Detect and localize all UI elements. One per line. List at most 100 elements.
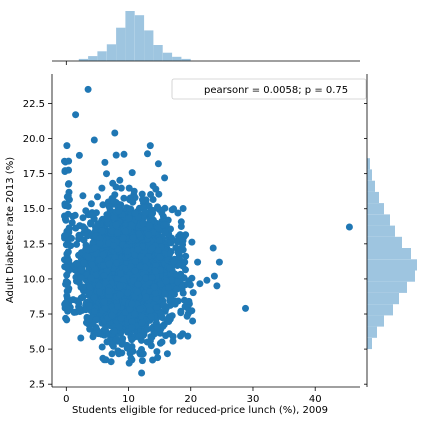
outlier-point — [107, 358, 115, 366]
x-tick-label: 30 — [247, 394, 260, 405]
data-point — [99, 262, 107, 269]
data-point — [141, 208, 149, 216]
data-point — [174, 209, 182, 217]
data-point — [119, 335, 127, 343]
data-point — [116, 323, 123, 331]
data-point — [139, 196, 147, 204]
data-point — [117, 270, 124, 278]
marginal-y-bar — [367, 225, 395, 237]
outlier-point — [101, 158, 109, 166]
data-point — [134, 246, 142, 254]
data-point — [152, 294, 160, 302]
data-point — [170, 257, 178, 265]
marginal-x-bar — [153, 45, 163, 61]
data-point — [72, 273, 80, 281]
data-point — [182, 252, 190, 260]
marginal-y-bar — [367, 191, 379, 204]
outlier-point — [62, 299, 70, 307]
data-point — [161, 228, 169, 236]
data-point — [88, 211, 96, 219]
data-point — [131, 267, 139, 275]
data-point — [128, 323, 136, 331]
data-point — [188, 238, 196, 246]
data-point — [188, 274, 196, 282]
data-point — [115, 207, 123, 215]
data-point — [108, 311, 116, 319]
data-point — [112, 221, 120, 229]
data-point — [103, 215, 111, 223]
data-point — [73, 259, 81, 267]
data-point — [174, 278, 181, 286]
legend-box — [171, 78, 367, 100]
data-point — [125, 184, 133, 192]
data-point — [131, 209, 139, 217]
data-point — [71, 211, 79, 219]
data-point — [128, 318, 136, 326]
y-axis-ticks: 2.5 5.0 7.5 10.0 12.5 15.0 17.5 20.0 22.5 — [23, 99, 52, 391]
data-point — [123, 341, 131, 349]
marginal-y-bar — [367, 248, 411, 260]
data-point — [124, 289, 132, 297]
marginal-y-histogram — [364, 103, 417, 385]
data-point — [136, 262, 144, 270]
marginal-x-bar — [134, 15, 145, 61]
marginal-y-bar — [367, 214, 390, 226]
data-point — [105, 260, 113, 268]
data-point — [84, 253, 92, 261]
data-point — [163, 350, 171, 358]
data-point — [64, 180, 72, 188]
outlier-point — [63, 142, 71, 150]
outlier-point — [111, 129, 119, 137]
data-point — [73, 240, 81, 248]
data-point — [98, 184, 106, 192]
data-point — [79, 214, 87, 222]
data-point — [130, 187, 138, 195]
data-point — [143, 338, 151, 346]
y-tick-label: 10.0 — [23, 274, 45, 285]
outlier-point — [84, 85, 92, 93]
data-point — [189, 289, 197, 297]
data-point — [86, 325, 94, 333]
data-point — [100, 298, 108, 306]
data-point — [142, 274, 150, 282]
data-point — [63, 292, 71, 300]
data-point — [138, 190, 146, 198]
data-point — [79, 293, 87, 301]
data-point — [65, 166, 72, 174]
data-point — [128, 169, 136, 177]
data-point — [94, 220, 102, 228]
outlier-point — [185, 297, 193, 305]
data-point — [124, 328, 131, 336]
marginal-x-bar — [181, 58, 191, 61]
data-point — [158, 209, 166, 217]
data-point — [131, 251, 138, 259]
data-point — [77, 266, 85, 274]
data-point — [138, 357, 146, 365]
data-point — [90, 294, 98, 302]
marginal-y-bar — [367, 337, 372, 350]
data-point — [86, 316, 94, 324]
data-point — [156, 253, 164, 261]
data-point — [80, 236, 88, 244]
marginal-x-bar — [172, 56, 182, 61]
data-point — [147, 191, 155, 198]
data-point — [120, 194, 128, 202]
y-tick-label: 22.5 — [23, 99, 45, 110]
data-point — [139, 220, 147, 228]
data-point — [61, 212, 68, 220]
data-point — [131, 310, 139, 318]
data-point — [196, 280, 204, 288]
outlier-point — [210, 272, 218, 280]
data-point — [168, 206, 176, 214]
data-point — [79, 283, 87, 291]
legend-text: pearsonr = 0.0058; p = 0.75 — [204, 85, 348, 96]
data-point — [162, 304, 170, 312]
marginal-x-bar — [97, 51, 107, 61]
data-point — [136, 305, 144, 313]
data-point — [63, 271, 71, 279]
data-point — [62, 263, 70, 271]
data-point — [126, 205, 133, 213]
marginal-x-bar — [125, 11, 135, 61]
marginal-x-bar — [78, 58, 89, 61]
data-point — [91, 307, 98, 315]
